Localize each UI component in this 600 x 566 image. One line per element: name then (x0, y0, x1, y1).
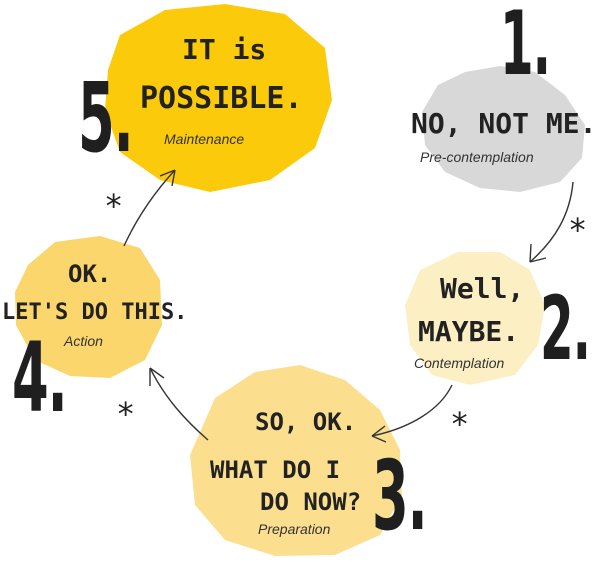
stage-3-quote-line-2: WHAT DO I (210, 456, 341, 484)
asterisk-between-3-and-4: * (116, 395, 136, 433)
stage-1-quote: NO, NOT ME. (411, 107, 597, 140)
stage-5-number: 5. (78, 62, 134, 174)
stage-2-number: 2. (540, 277, 591, 380)
stage-1-number: 1. (500, 0, 551, 95)
arrowhead-4-to-5 (159, 169, 176, 187)
stage-4-quote-line-1: OK. (68, 260, 112, 288)
arrow-2-to-3 (371, 384, 453, 437)
stage-1-blob (422, 66, 585, 192)
stage-4-blob (15, 236, 162, 378)
stage-2-blob (405, 252, 545, 385)
stage-5-quote-line-2: POSSIBLE. (140, 81, 303, 116)
arrowhead-1-to-2 (529, 243, 547, 263)
stage-3-number: 3. (372, 440, 428, 552)
stage-3-quote-line-3: DO NOW? (260, 488, 362, 516)
arrow-1-to-2 (529, 181, 574, 263)
arrowhead-3-to-4 (149, 367, 165, 386)
arrow-3-to-4 (149, 367, 209, 441)
stage-2-label: Contemplation (414, 355, 505, 371)
stage-4-quote-line-2: LET'S DO THIS. (2, 300, 188, 325)
stage-5-blob (105, 4, 332, 192)
stage-5-label: Maintenance (164, 131, 245, 147)
cycle-arrows (123, 169, 574, 443)
stage-5-quote-line-1: IT is (182, 33, 267, 66)
stage-2-quote-line-2: MAYBE. (418, 315, 520, 348)
arrow-4-to-5 (123, 169, 176, 247)
stage-3-quote-line-1: SO, OK. (255, 408, 357, 436)
arrowhead-2-to-3 (371, 425, 387, 443)
asterisk-between-1-and-2: * (568, 211, 588, 249)
asterisk-between-5-and-4: * (104, 187, 124, 225)
stage-4-number: 4. (12, 322, 68, 434)
stage-3-label: Preparation (258, 521, 331, 537)
stage-4-label: Action (64, 333, 103, 349)
stage-3-blob (190, 365, 402, 556)
asterisk-between-2-and-3: * (450, 405, 470, 443)
stage-2-quote-line-1: Well, (440, 272, 525, 305)
stage-1-label: Pre-contemplation (420, 149, 534, 165)
